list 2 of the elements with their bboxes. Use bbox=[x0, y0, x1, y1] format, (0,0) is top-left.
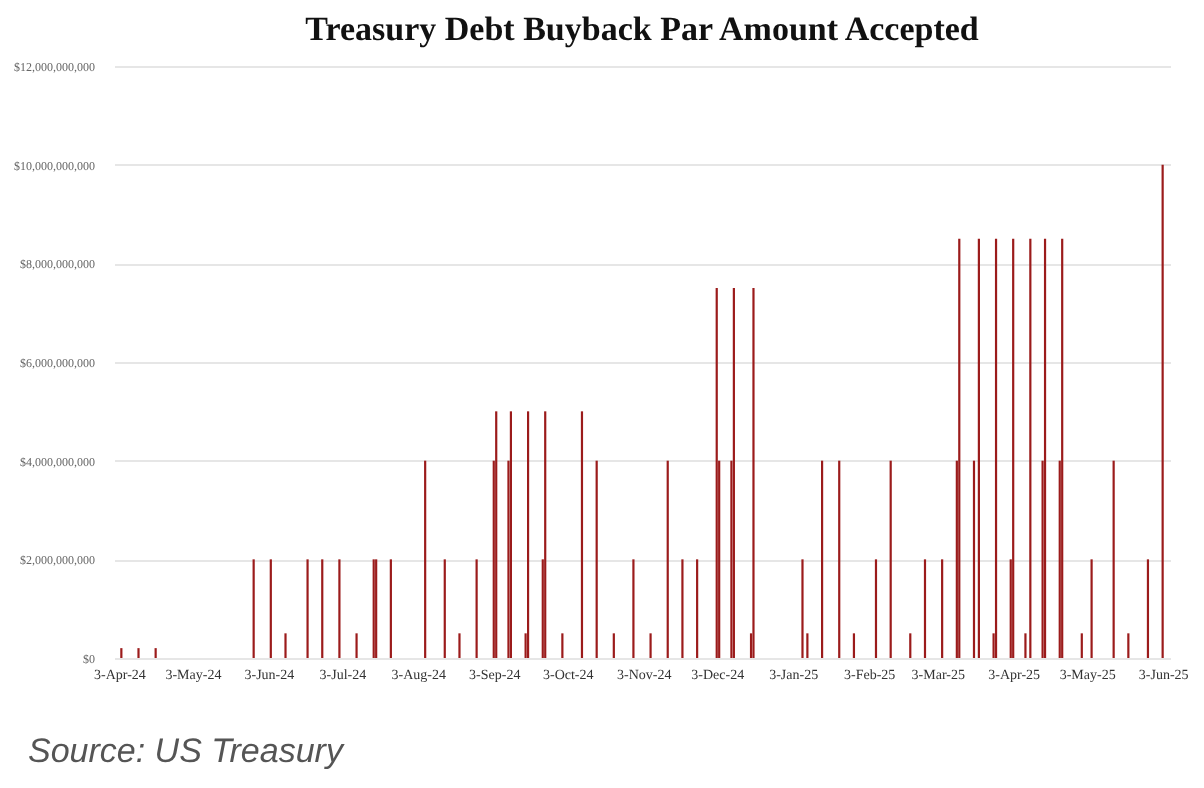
source-note: Source: US Treasury bbox=[28, 732, 343, 772]
chart-title: Treasury Debt Buyback Par Amount Accepted bbox=[305, 10, 980, 48]
